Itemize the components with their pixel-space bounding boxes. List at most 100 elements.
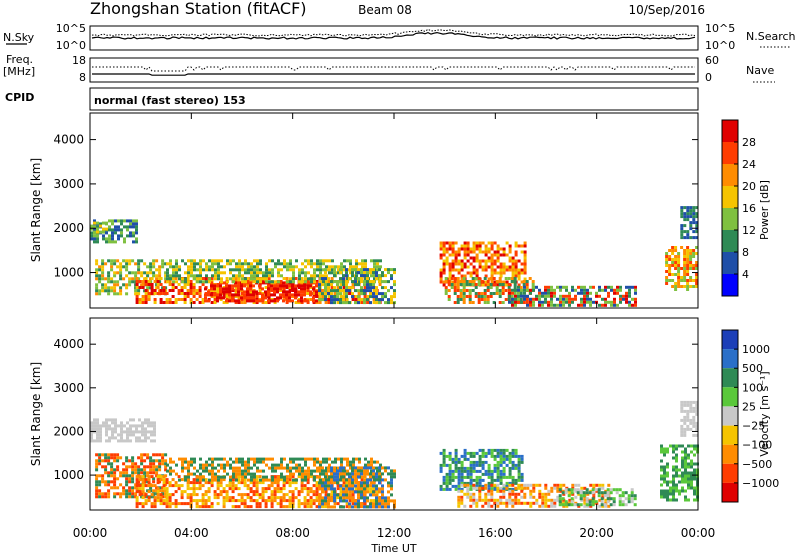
heatmap-cell (680, 406, 684, 410)
heatmap-cell (621, 500, 625, 504)
heatmap-cell (101, 477, 105, 481)
heatmap-cell (264, 487, 268, 491)
heatmap-cell (490, 256, 494, 260)
heatmap-cell (496, 256, 500, 260)
heatmap-cell (583, 297, 586, 301)
heatmap-cell (309, 298, 313, 301)
heatmap-cell (475, 475, 479, 479)
heatmap-cell (469, 454, 473, 458)
heatmap-cell (514, 451, 518, 455)
heatmap-cell (229, 478, 232, 482)
heatmap-cell (475, 478, 479, 482)
heatmap-cell (594, 488, 598, 492)
heatmap-cell (490, 259, 494, 263)
heatmap-cell (523, 288, 526, 292)
heatmap-cell (137, 262, 141, 266)
heatmap-cell (689, 255, 693, 258)
heatmap-cell (351, 499, 354, 503)
heatmap-cell (105, 418, 108, 422)
heatmap-cell (228, 287, 231, 291)
heatmap-cell (225, 484, 229, 488)
heatmap-cell (547, 285, 550, 289)
heatmap-cell (217, 469, 220, 473)
heatmap-cell (282, 496, 286, 500)
heatmap-cell (256, 265, 259, 269)
heatmap-cell (96, 436, 99, 440)
heatmap-cell (666, 492, 669, 496)
heatmap-cell (306, 502, 310, 506)
heatmap-cell (453, 280, 457, 283)
heatmap-cell (345, 490, 348, 494)
heatmap-cell (321, 289, 325, 292)
heatmap-cell (384, 505, 387, 509)
heatmap-cell (144, 484, 148, 488)
heatmap-cell (307, 475, 310, 479)
heatmap-cell (282, 493, 286, 497)
heatmap-cell (192, 487, 196, 491)
heatmap-cell (340, 463, 343, 467)
heatmap-cell (150, 277, 154, 280)
heatmap-cell (246, 290, 249, 294)
heatmap-cell (573, 488, 577, 492)
heatmap-cell (282, 284, 285, 288)
heatmap-cell (456, 277, 460, 280)
heatmap-cell (671, 258, 675, 261)
heatmap-cell (297, 284, 300, 288)
heatmap-cell (271, 274, 274, 278)
heatmap-cell (562, 294, 565, 298)
heatmap-cell (328, 268, 331, 272)
heatmap-cell (493, 457, 497, 461)
heatmap-cell (237, 287, 240, 291)
heatmap-cell (161, 462, 165, 466)
heatmap-cell (165, 292, 169, 295)
heatmap-cell (490, 481, 494, 485)
heatmap-cell (140, 462, 144, 466)
heatmap-cell (366, 478, 369, 482)
heatmap-cell (384, 469, 387, 473)
heatmap-cell (286, 268, 289, 272)
heatmap-cell (201, 493, 205, 497)
heatmap-cell (152, 462, 156, 466)
heatmap-cell (519, 292, 523, 295)
colorbar-swatch (722, 120, 738, 142)
heatmap-cell (330, 490, 334, 494)
heatmap-cell (583, 486, 587, 490)
heatmap-cell (125, 265, 129, 269)
heatmap-cell (166, 469, 169, 473)
heatmap-cell (316, 457, 319, 461)
heatmap-cell (107, 286, 111, 290)
heatmap-cell (689, 279, 693, 282)
heatmap-cell (666, 489, 669, 493)
date-label: 10/Sep/2016 (628, 3, 705, 17)
heatmap-cell (161, 259, 165, 263)
heatmap-cell (183, 283, 187, 286)
heatmap-cell (677, 261, 681, 264)
heatmap-cell (689, 249, 693, 252)
heatmap-cell (580, 486, 584, 490)
heatmap-cell (95, 277, 99, 281)
heatmap-cell (295, 259, 298, 263)
heatmap-cell (490, 498, 494, 502)
heatmap-cell (671, 249, 675, 252)
heatmap-cell (93, 418, 96, 422)
heatmap-cell (677, 264, 681, 267)
heatmap-cell (630, 488, 634, 492)
heatmap-cell (354, 469, 357, 473)
heatmap-cell (237, 284, 240, 288)
heatmap-cell (205, 469, 208, 473)
heatmap-cell (330, 277, 334, 280)
heatmap-cell (168, 481, 172, 485)
heatmap-cell (134, 289, 138, 293)
heatmap-cell (598, 288, 601, 292)
heatmap-cell (619, 288, 622, 292)
heatmap-cell (243, 293, 246, 297)
heatmap-cell (577, 504, 581, 508)
heatmap-cell (291, 284, 294, 288)
heatmap-cell (219, 490, 223, 494)
heatmap-cell (591, 488, 595, 492)
heatmap-cell (370, 259, 373, 263)
heatmap-cell (477, 301, 481, 304)
heatmap-cell (478, 498, 482, 502)
heatmap-cell (198, 295, 202, 298)
heatmap-cell (454, 250, 458, 254)
